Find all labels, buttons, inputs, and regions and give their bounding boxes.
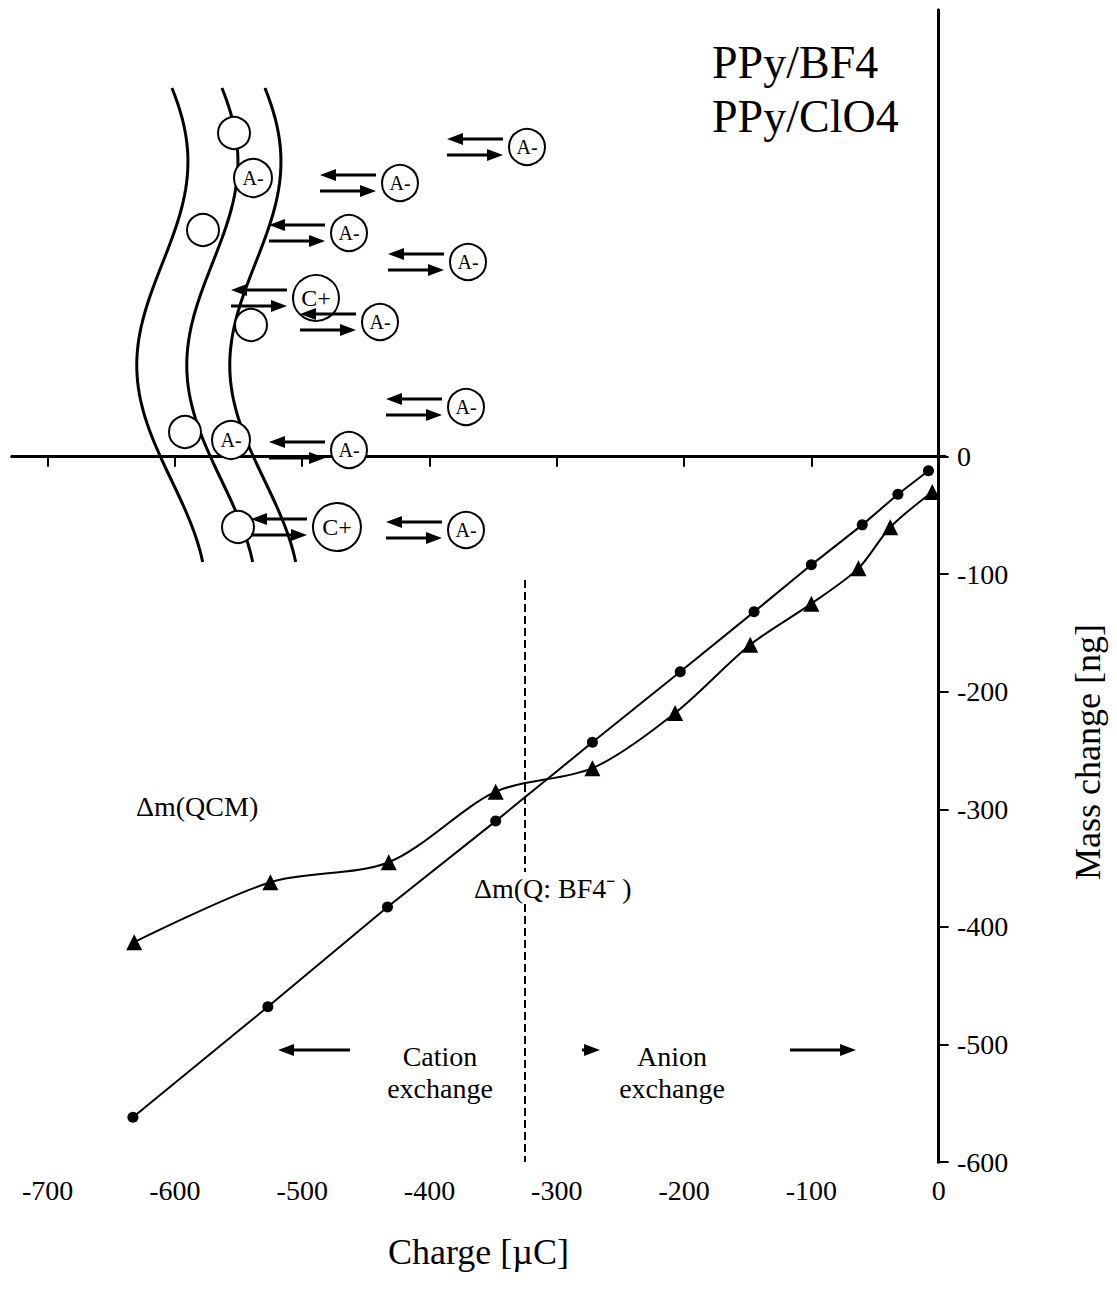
svg-text:-300: -300 — [531, 1175, 582, 1206]
svg-text:PPy/BF4: PPy/BF4 — [712, 37, 878, 88]
svg-text:A-: A- — [220, 429, 241, 451]
svg-text:A-: A- — [242, 167, 263, 189]
svg-text:Δm(Q: BF4⁻ ): Δm(Q: BF4⁻ ) — [474, 873, 632, 904]
svg-text:Δm(QCM): Δm(QCM) — [136, 791, 258, 822]
svg-text:-200: -200 — [957, 676, 1008, 707]
svg-text:exchange: exchange — [387, 1073, 493, 1104]
svg-text:A-: A- — [457, 251, 478, 273]
svg-text:-100: -100 — [786, 1175, 837, 1206]
svg-text:PPy/ClO4: PPy/ClO4 — [712, 91, 899, 142]
svg-text:-400: -400 — [957, 911, 1008, 942]
svg-text:C+: C+ — [301, 285, 331, 311]
svg-text:A-: A- — [389, 172, 410, 194]
svg-text:Anion: Anion — [637, 1041, 707, 1072]
svg-text:-300: -300 — [957, 794, 1008, 825]
svg-text:exchange: exchange — [619, 1073, 725, 1104]
svg-text:A-: A- — [455, 519, 476, 541]
svg-text:-500: -500 — [957, 1029, 1008, 1060]
svg-text:0: 0 — [932, 1175, 946, 1206]
svg-text:A-: A- — [338, 222, 359, 244]
svg-text:C+: C+ — [322, 514, 352, 540]
svg-text:Charge [µC]: Charge [µC] — [388, 1232, 569, 1272]
svg-text:-200: -200 — [658, 1175, 709, 1206]
svg-text:A-: A- — [338, 439, 359, 461]
svg-text:-700: -700 — [22, 1175, 73, 1206]
svg-text:A-: A- — [455, 396, 476, 418]
svg-text:A-: A- — [369, 311, 390, 333]
svg-text:-100: -100 — [957, 559, 1008, 590]
svg-text:-600: -600 — [149, 1175, 200, 1206]
svg-text:A-: A- — [516, 136, 537, 158]
svg-text:0: 0 — [957, 441, 971, 472]
svg-text:Mass change [ng]: Mass change [ng] — [1068, 624, 1108, 880]
svg-text:-500: -500 — [277, 1175, 328, 1206]
svg-text:Cation: Cation — [403, 1041, 478, 1072]
svg-text:-400: -400 — [404, 1175, 455, 1206]
svg-text:-600: -600 — [957, 1147, 1008, 1178]
